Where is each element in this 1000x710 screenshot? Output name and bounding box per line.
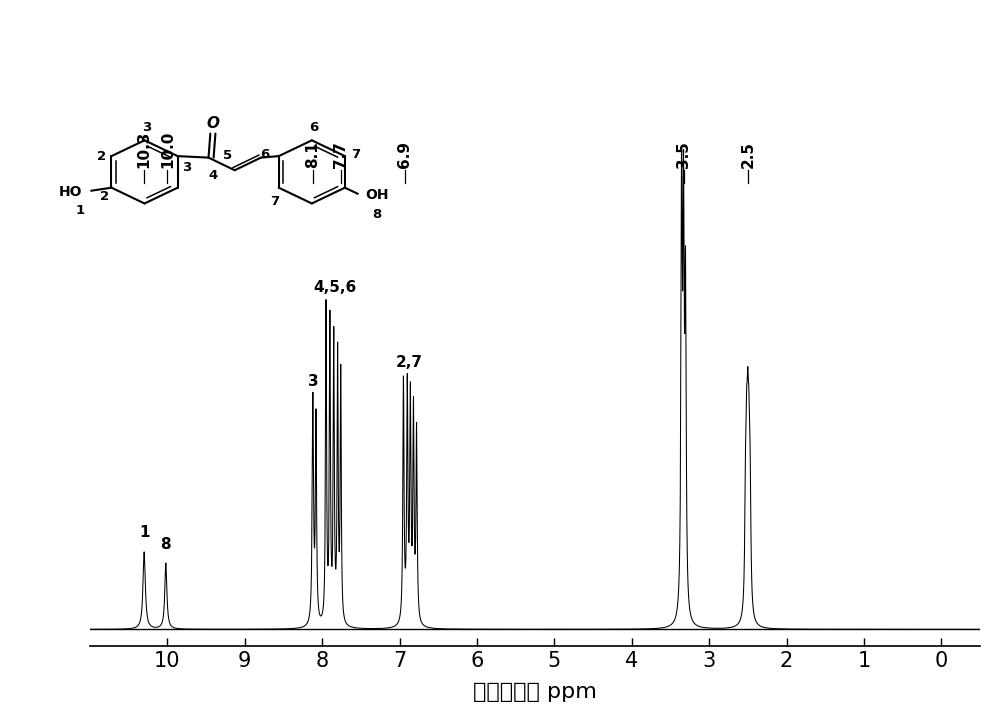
Text: 3: 3: [308, 374, 318, 389]
Text: 8: 8: [161, 537, 171, 552]
Text: 6.9: 6.9: [397, 141, 412, 168]
Text: 7.7: 7.7: [333, 141, 348, 168]
Text: 6: 6: [309, 121, 318, 133]
Text: 8.1: 8.1: [305, 141, 320, 168]
Text: 2,7: 2,7: [395, 356, 422, 371]
Text: HO: HO: [59, 185, 82, 200]
Text: 1: 1: [139, 525, 149, 540]
Text: 5: 5: [223, 149, 232, 162]
Text: 10.0: 10.0: [160, 131, 175, 168]
Text: 6: 6: [260, 148, 270, 161]
Text: 3: 3: [142, 121, 151, 133]
Text: 7: 7: [271, 195, 280, 208]
Text: 4,5,6: 4,5,6: [313, 280, 356, 295]
Text: 3: 3: [182, 161, 191, 174]
Text: 1: 1: [76, 204, 85, 217]
X-axis label: 化学位移／ ppm: 化学位移／ ppm: [473, 682, 597, 702]
Text: 4: 4: [208, 169, 218, 182]
Text: 2: 2: [100, 190, 109, 203]
Text: 3.5: 3.5: [676, 141, 691, 168]
Text: 10.3: 10.3: [137, 131, 152, 168]
Text: 2: 2: [97, 150, 106, 163]
Text: 7: 7: [351, 148, 361, 161]
Text: 2.5: 2.5: [740, 141, 755, 168]
Text: O: O: [206, 116, 219, 131]
Text: OH: OH: [365, 188, 388, 202]
Text: 8: 8: [372, 208, 381, 221]
